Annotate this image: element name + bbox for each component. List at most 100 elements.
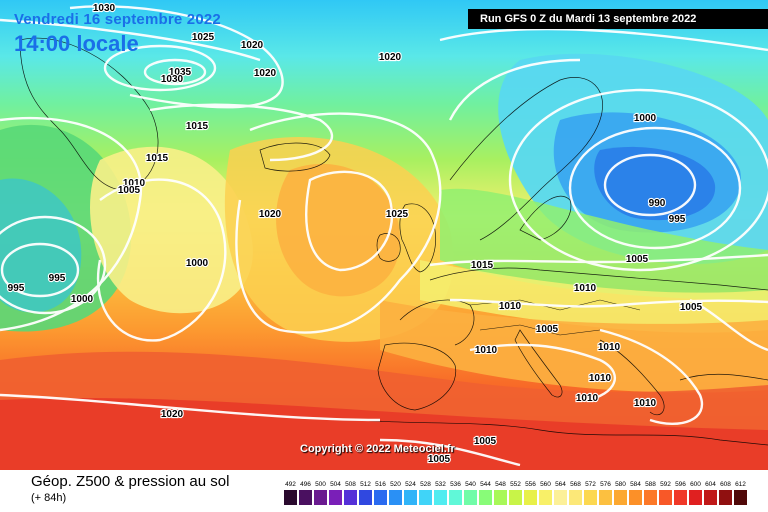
legend-swatch	[344, 490, 357, 505]
isobar-label: 1005	[118, 185, 141, 196]
isobar-label: 1015	[186, 121, 209, 132]
legend-swatch	[599, 490, 612, 505]
legend-swatch	[659, 490, 672, 505]
isobar-label: 1010	[499, 301, 522, 312]
legend-labels: 492 496 500 504 508 512 516 520 524 528 532 536 540 5…	[285, 481, 746, 488]
legend-value-label: 492	[285, 481, 296, 488]
legend-value-label: 560	[540, 481, 551, 488]
legend-value-label: 520	[390, 481, 401, 488]
isobar-label: 1025	[192, 32, 215, 43]
footer-title: Géop. Z500 & pression au sol	[31, 473, 230, 490]
legend-swatch	[449, 490, 462, 505]
copyright-notice: Copyright © 2022 Meteociel.fr	[300, 443, 455, 455]
legend-value-label: 524	[405, 481, 416, 488]
isobar-label: 1005	[474, 436, 497, 447]
legend-value-label: 500	[315, 481, 326, 488]
legend-value-label: 532	[435, 481, 446, 488]
isobar-label: 1030	[161, 74, 184, 85]
legend-swatch	[734, 490, 747, 505]
isobar-label: 1020	[379, 52, 402, 63]
legend-swatch	[644, 490, 657, 505]
isobar-label: 1000	[634, 113, 657, 124]
isobar-label: 1005	[680, 302, 703, 313]
legend-value-label: 552	[510, 481, 521, 488]
weather-map: 1030102510201020103510301015101510101005…	[0, 0, 768, 470]
footer-subtitle: (+ 84h)	[31, 492, 67, 504]
legend-value-label: 496	[300, 481, 311, 488]
legend-swatch	[614, 490, 627, 505]
legend-swatch	[284, 490, 297, 505]
legend-value-label: 540	[465, 481, 476, 488]
legend-value-label: 608	[720, 481, 731, 488]
isobar-label: 1015	[471, 260, 494, 271]
color-legend: 492 496 500 504 508 512 516 520 524 528 532 536 540 5…	[284, 481, 747, 505]
isobars	[0, 5, 768, 467]
legend-swatch	[419, 490, 432, 505]
valid-time: 14:00 locale	[14, 31, 139, 56]
isobar-label: 1020	[259, 209, 282, 220]
legend-value-label: 604	[705, 481, 716, 488]
isobar-label: 1005	[428, 454, 451, 465]
isobar-label: 995	[8, 283, 25, 294]
legend-swatch	[509, 490, 522, 505]
legend-swatch	[314, 490, 327, 505]
isobar-label: 995	[669, 214, 686, 225]
legend-swatch	[539, 490, 552, 505]
legend-swatch	[494, 490, 507, 505]
legend-swatch	[404, 490, 417, 505]
legend-swatch	[704, 490, 717, 505]
legend-swatch	[434, 490, 447, 505]
legend-value-label: 504	[330, 481, 341, 488]
isobar-label: 1010	[576, 393, 599, 404]
legend-swatch	[674, 490, 687, 505]
isobar-label: 1025	[386, 209, 409, 220]
isobar-label: 1020	[161, 409, 184, 420]
isobar-label: 1020	[241, 40, 264, 51]
legend-value-label: 548	[495, 481, 506, 488]
isobar-label: 1020	[254, 68, 277, 79]
isobar-labels: 1030102510201020103510301015101510101005…	[7, 2, 704, 466]
legend-swatch	[569, 490, 582, 505]
coastlines	[19, 37, 768, 446]
legend-value-label: 516	[375, 481, 386, 488]
legend-value-label: 580	[615, 481, 626, 488]
isobar-label: 1010	[589, 373, 612, 384]
isobar-label: 1005	[536, 324, 559, 335]
legend-value-label: 512	[360, 481, 371, 488]
legend-value-label: 528	[420, 481, 431, 488]
legend-value-label: 568	[570, 481, 581, 488]
isobar-label: 1035	[169, 67, 192, 78]
legend-swatch	[629, 490, 642, 505]
legend-swatch	[689, 490, 702, 505]
legend-swatch	[359, 490, 372, 505]
isobar-label: 1005	[626, 254, 649, 265]
legend-value-label: 536	[450, 481, 461, 488]
isobar-label: 1000	[71, 294, 94, 305]
legend-value-label: 592	[660, 481, 671, 488]
isobar-label: 1000	[186, 258, 209, 269]
legend-value-label: 508	[345, 481, 356, 488]
legend-value-label: 600	[690, 481, 701, 488]
isobar-label: 1010	[123, 178, 146, 189]
legend-swatch	[719, 490, 732, 505]
legend-value-label: 588	[645, 481, 656, 488]
legend-swatch	[299, 490, 312, 505]
isobar-label: 1010	[574, 283, 597, 294]
legend-swatch	[524, 490, 537, 505]
isobar-label: 1030	[93, 3, 116, 14]
legend-swatch	[554, 490, 567, 505]
legend-swatch	[464, 490, 477, 505]
legend-swatch	[584, 490, 597, 505]
legend-value-label: 596	[675, 481, 686, 488]
legend-value-label: 572	[585, 481, 596, 488]
valid-date: Vendredi 16 septembre 2022	[14, 11, 221, 28]
legend-swatches	[284, 490, 747, 505]
isobar-label: 1010	[598, 342, 621, 353]
legend-value-label: 584	[630, 481, 641, 488]
isobar-label: 990	[649, 198, 666, 209]
legend-value-label: 576	[600, 481, 611, 488]
isobar-label: 1010	[634, 398, 657, 409]
isobar-label: 1015	[146, 153, 169, 164]
legend-swatch	[389, 490, 402, 505]
run-info-banner: Run GFS 0 Z du Mardi 13 septembre 2022	[468, 9, 768, 29]
